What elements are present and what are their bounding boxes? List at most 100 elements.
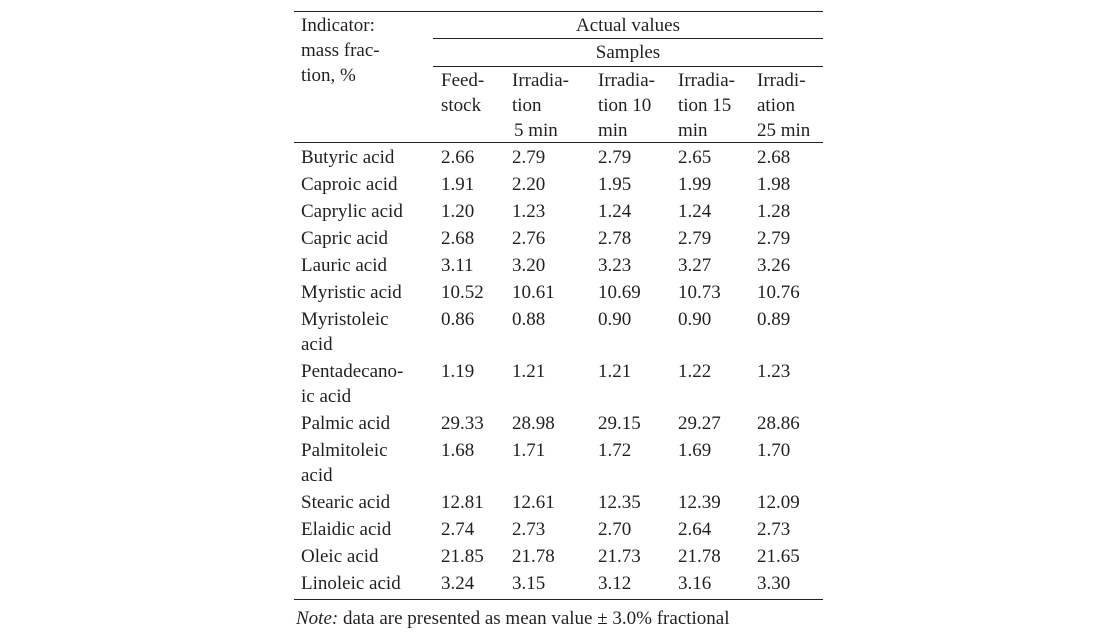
table-cell: 2.73	[512, 519, 546, 540]
table-cell: 2.64	[678, 519, 712, 540]
table-cell: 21.73	[598, 546, 641, 567]
table-cell: 2.20	[512, 174, 546, 195]
column-header-line: tion	[512, 95, 542, 116]
table-cell: 0.90	[598, 309, 632, 330]
row-label: Myristic acid	[301, 282, 402, 303]
indicator-header-line: mass frac-	[301, 40, 380, 61]
row-label: acid	[301, 465, 333, 486]
indicator-header-line: tion, %	[301, 65, 356, 86]
table-cell: 2.78	[598, 228, 632, 249]
table-cell: 2.79	[598, 147, 632, 168]
table-cell: 2.68	[441, 228, 475, 249]
row-label: Caproic acid	[301, 174, 398, 195]
table-cell: 1.21	[598, 361, 632, 382]
table-cell: 12.09	[757, 492, 800, 513]
row-label: Stearic acid	[301, 492, 391, 513]
table-cell: 29.33	[441, 413, 484, 434]
note-prefix: Note:	[296, 608, 339, 629]
row-label: Lauric acid	[301, 255, 387, 276]
table-cell: 1.69	[678, 440, 712, 461]
table-cell: 3.27	[678, 255, 712, 276]
table-cell: 1.24	[598, 201, 632, 222]
table-cell: 0.88	[512, 309, 546, 330]
table-cell: 1.91	[441, 174, 475, 195]
row-label: Butyric acid	[301, 147, 395, 168]
column-header-line: tion 15	[678, 95, 732, 116]
table-cell: 12.39	[678, 492, 721, 513]
column-header-line: Feed-	[441, 70, 485, 91]
row-label: Caprylic acid	[301, 201, 403, 222]
row-label: Myristoleic	[301, 309, 389, 330]
table-cell: 28.86	[757, 413, 800, 434]
indicator-header-line: Indicator:	[301, 15, 375, 36]
table-cell: 1.71	[512, 440, 546, 461]
table-cell: 2.79	[757, 228, 791, 249]
top-rule	[294, 11, 823, 12]
table-cell: 1.28	[757, 201, 791, 222]
table-cell: 2.79	[678, 228, 712, 249]
table-cell: 21.78	[512, 546, 555, 567]
row-label: acid	[301, 334, 333, 355]
table-cell: 10.73	[678, 282, 721, 303]
table-cell: 12.35	[598, 492, 641, 513]
table-cell: 1.19	[441, 361, 475, 382]
table-cell: 2.65	[678, 147, 712, 168]
column-header-line: min	[678, 120, 708, 141]
group-rule	[433, 38, 823, 39]
table-cell: 2.79	[512, 147, 546, 168]
note-text: data are presented as mean value ± 3.0% …	[338, 608, 730, 629]
column-header-line: ation	[757, 95, 795, 116]
table-cell: 3.23	[598, 255, 632, 276]
row-label: Capric acid	[301, 228, 389, 249]
table-cell: 0.90	[678, 309, 712, 330]
table-note: Note: data are presented as mean value ±…	[296, 607, 730, 631]
subgroup-header: Samples	[595, 42, 661, 63]
table-cell: 10.61	[512, 282, 555, 303]
table-cell: 1.95	[598, 174, 632, 195]
table-cell: 12.81	[441, 492, 484, 513]
row-label: Elaidic acid	[301, 519, 392, 540]
row-label: Palmitoleic	[301, 440, 388, 461]
table-cell: 12.61	[512, 492, 555, 513]
table-cell: 1.20	[441, 201, 475, 222]
table-cell: 3.12	[598, 573, 632, 594]
row-label: ic acid	[301, 386, 352, 407]
table-cell: 1.21	[512, 361, 546, 382]
table-cell: 1.98	[757, 174, 791, 195]
table-cell: 2.70	[598, 519, 632, 540]
table-cell: 10.52	[441, 282, 484, 303]
table-cell: 2.68	[757, 147, 791, 168]
column-header-line: tion 10	[598, 95, 652, 116]
table-cell: 29.15	[598, 413, 641, 434]
table-cell: 0.86	[441, 309, 475, 330]
table-cell: 0.89	[757, 309, 791, 330]
table-cell: 3.26	[757, 255, 791, 276]
table-cell: 3.15	[512, 573, 546, 594]
table-cell: 1.70	[757, 440, 791, 461]
table-cell: 21.65	[757, 546, 800, 567]
table-cell: 1.99	[678, 174, 712, 195]
column-header-line: Irradia-	[678, 70, 735, 91]
column-header-line: stock	[441, 95, 482, 116]
table-cell: 10.76	[757, 282, 800, 303]
table-cell: 3.30	[757, 573, 791, 594]
column-header-line: Irradia-	[512, 70, 569, 91]
table-cell: 2.73	[757, 519, 791, 540]
bottom-rule	[294, 599, 823, 600]
table-cell: 3.16	[678, 573, 712, 594]
table-cell: 1.23	[757, 361, 791, 382]
row-label: Palmic acid	[301, 413, 391, 434]
column-header-line: 5 min	[514, 120, 558, 141]
table-cell: 3.20	[512, 255, 546, 276]
table-cell: 2.66	[441, 147, 475, 168]
table-cell: 10.69	[598, 282, 641, 303]
column-header-line: min	[598, 120, 628, 141]
table-cell: 21.85	[441, 546, 484, 567]
table-cell: 1.72	[598, 440, 632, 461]
table-cell: 29.27	[678, 413, 721, 434]
table-cell: 1.22	[678, 361, 712, 382]
column-header-line: 25 min	[757, 120, 811, 141]
table-cell: 28.98	[512, 413, 555, 434]
group-header: Actual values	[576, 15, 680, 36]
subgroup-rule	[433, 66, 823, 67]
